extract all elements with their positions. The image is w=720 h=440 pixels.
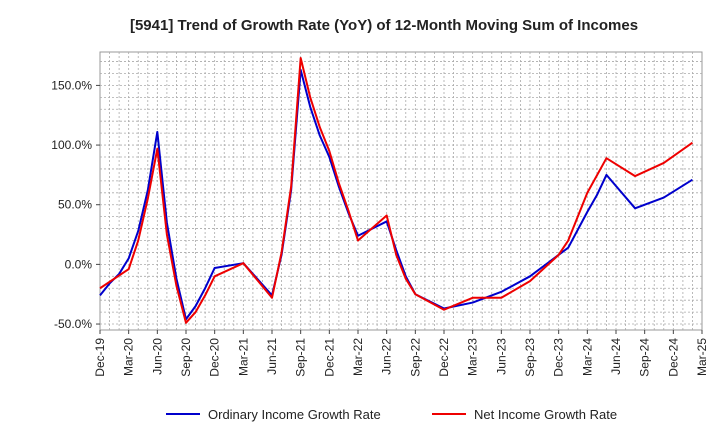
x-tick-label: Jun-21 <box>265 338 279 375</box>
y-tick-label: 0.0% <box>65 257 93 271</box>
chart-legend: Ordinary Income Growth Rate Net Income Gr… <box>166 407 617 422</box>
y-tick-label: -50.0% <box>54 317 92 331</box>
y-tick-label: 150.0% <box>51 78 92 92</box>
legend-label-1: Ordinary Income Growth Rate <box>208 407 381 422</box>
x-tick-label: Dec-22 <box>437 338 451 377</box>
y-tick-label: 50.0% <box>58 198 92 212</box>
chart-title: [5941] Trend of Growth Rate (YoY) of 12-… <box>130 17 638 34</box>
x-tick-label: Mar-24 <box>580 338 594 376</box>
x-tick-label: Sep-21 <box>294 338 308 377</box>
x-tick-label: Mar-20 <box>122 338 136 376</box>
x-tick-label: Jun-20 <box>150 338 164 375</box>
x-tick-label: Mar-22 <box>351 338 365 376</box>
x-tick-label: Jun-23 <box>494 338 508 375</box>
series-line-2 <box>99 56 694 324</box>
x-tick-label: Dec-21 <box>322 338 336 377</box>
x-tick-label: Jun-24 <box>609 338 623 375</box>
x-tick-label: Dec-24 <box>666 338 680 377</box>
x-tick-label: Sep-20 <box>179 338 193 377</box>
plot-area: -50.0% 0.0% 50.0% 100.0% 150.0% Dec-19 Mar-20 J… <box>51 51 709 377</box>
x-tick-label: Mar-25 <box>695 338 709 376</box>
x-tick-label: Dec-20 <box>208 338 222 377</box>
legend-label-2: Net Income Growth Rate <box>474 407 617 422</box>
x-tick-label: Sep-24 <box>638 338 652 377</box>
x-tick-label: Mar-23 <box>466 338 480 376</box>
plot-frame <box>99 51 703 331</box>
y-tick-label: 100.0% <box>51 138 92 152</box>
x-tick-label: Sep-23 <box>523 338 537 377</box>
x-tick-label: Jun-22 <box>380 338 394 375</box>
x-tick-label: Dec-23 <box>552 338 566 377</box>
x-tick-label: Sep-22 <box>408 338 422 377</box>
x-tick-label: Dec-19 <box>93 338 107 377</box>
x-tick-label: Mar-21 <box>236 338 250 376</box>
series-line-1 <box>99 68 693 321</box>
